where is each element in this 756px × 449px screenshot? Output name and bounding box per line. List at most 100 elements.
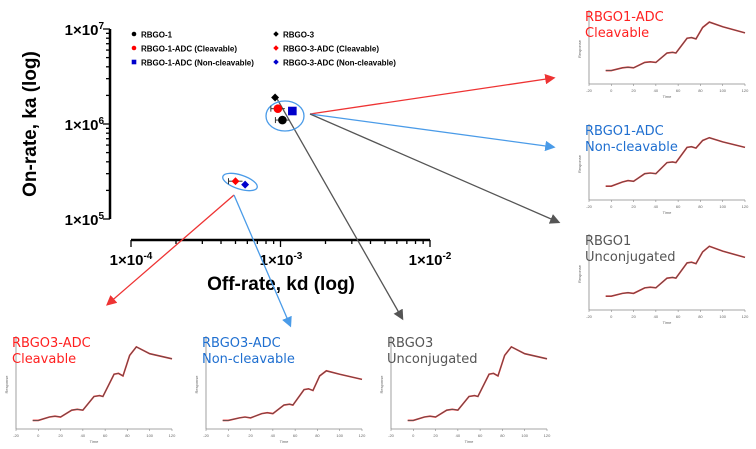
inset-x-tick-label: 120 [742, 204, 749, 209]
sensorgram-panel: -20 0 20 40 60 80 100 120 Time Response RBGO1-ADC … [575, 118, 753, 216]
legend: RBGO-1 RBGO-1-ADC (Cleavable) RBGO-1-ADC (… [131, 31, 396, 68]
inset-x-tick-label: -20 [13, 433, 20, 438]
legend-marker [131, 45, 137, 51]
cluster-highlight-rbgo1 [265, 100, 305, 132]
inset-title: RBGO1 Unconjugated [585, 234, 676, 265]
inset-x-tick-label: 0 [610, 204, 613, 209]
inset-x-tick-label: 60 [676, 314, 681, 319]
legend-label: RBGO-3 [283, 31, 315, 40]
inset-x-tick-label: 60 [676, 88, 681, 93]
y-tick-label: 1×106 [65, 116, 105, 134]
inset-x-tick-label: -20 [203, 433, 210, 438]
inset-x-tick-label: 100 [719, 314, 726, 319]
connector-arrows [106, 73, 561, 328]
inset-x-tick-label: -20 [586, 314, 593, 319]
data-point [288, 106, 297, 116]
inset-x-tick-label: 120 [742, 314, 749, 319]
arrow-to-rbgo1-adc-noncleavable [309, 113, 556, 152]
sensorgram-curve [605, 245, 746, 297]
inset-x-tick-label: 120 [544, 433, 551, 438]
y-tick-label: 1×107 [65, 21, 105, 39]
inset-x-tick-label: 40 [654, 204, 659, 209]
inset-x-tick-label: 120 [169, 433, 176, 438]
x-axis-label: Off-rate, kd (log) [207, 274, 355, 295]
data-points [227, 93, 297, 189]
inset-x-label: Time [280, 439, 290, 444]
legend-item: RBGO-3-ADC (Non-cleavable) [273, 59, 396, 68]
inset-x-tick-label: 80 [125, 433, 130, 438]
point-marker [271, 93, 280, 102]
y-tick-label: 1×105 [65, 211, 105, 229]
inset-y-label: Response [577, 39, 582, 58]
sensorgram-panel: -20 0 20 40 60 80 100 120 Time Response RBGO1-ADC … [575, 4, 753, 100]
x-tick-label: 1×10-2 [409, 251, 452, 269]
inset-x-label: Time [465, 439, 475, 444]
legend-marker [131, 31, 137, 37]
data-point [271, 93, 280, 102]
sensorgram-curve [605, 137, 746, 187]
inset-x-tick-label: 20 [58, 433, 63, 438]
inset-x-label: Time [663, 210, 673, 215]
sensorgram-curve [605, 21, 746, 71]
inset-x-tick-label: 20 [631, 88, 636, 93]
inset-x-tick-label: 80 [698, 88, 703, 93]
legend-label: RBGO-1-ADC (Non-cleavable) [141, 59, 254, 68]
inset-title: RBGO3-ADC Non-cleavable [202, 336, 295, 367]
inset-x-tick-label: 40 [654, 88, 659, 93]
inset-x-tick-label: -20 [388, 433, 395, 438]
inset-x-label: Time [90, 439, 100, 444]
sensorgram-curve [407, 346, 548, 421]
inset-x-label: Time [663, 320, 673, 325]
inset-x-tick-label: 20 [248, 433, 253, 438]
inset-x-tick-label: 120 [742, 88, 749, 93]
legend-marker [131, 59, 137, 65]
inset-title: RBGO1-ADC Cleavable [585, 10, 664, 41]
legend-item: RBGO-1-ADC (Cleavable) [131, 45, 237, 54]
inset-x-tick-label: 120 [359, 433, 366, 438]
data-point [274, 115, 290, 125]
sensorgram-curve [32, 346, 173, 421]
sensorgram-curve [222, 370, 363, 421]
inset-title: RBGO3-ADC Cleavable [12, 336, 91, 367]
arrow-to-rbgo1-unconjugated [309, 113, 561, 224]
inset-x-tick-label: 40 [456, 433, 461, 438]
legend-item: RBGO-1 [131, 31, 173, 40]
x-tick-label: 1×10-4 [110, 251, 153, 269]
inset-x-tick-label: 0 [227, 433, 230, 438]
cluster-highlight-rbgo3 [222, 172, 258, 192]
inset-x-tick-label: 100 [521, 433, 528, 438]
inset-x-tick-label: 100 [719, 88, 726, 93]
point-marker [241, 180, 250, 189]
minor-ticks [103, 28, 431, 247]
x-tick-label: 1×10-3 [260, 251, 303, 269]
point-marker [273, 104, 283, 113]
legend-label: RBGO-1-ADC (Cleavable) [141, 45, 237, 54]
inset-x-tick-label: 100 [336, 433, 343, 438]
inset-x-tick-label: 40 [271, 433, 276, 438]
inset-x-tick-label: 40 [81, 433, 86, 438]
inset-x-tick-label: 0 [610, 314, 613, 319]
legend-item: RBGO-3-ADC (Cleavable) [273, 45, 379, 54]
legend-item: RBGO-3 [273, 31, 315, 40]
legend-item: RBGO-1-ADC (Non-cleavable) [131, 59, 254, 68]
sensorgram-panel: -20 0 20 40 60 80 100 120 Time Response RBGO3-ADC … [192, 330, 370, 445]
point-marker [278, 115, 287, 125]
inset-x-tick-label: 40 [654, 314, 659, 319]
inset-x-tick-label: 0 [37, 433, 40, 438]
inset-y-label: Response [194, 375, 199, 394]
legend-label: RBGO-1 [141, 31, 173, 40]
arrow-to-rbgo3-unconjugated [275, 96, 404, 321]
inset-y-label: Response [577, 264, 582, 283]
sensorgram-panel: -20 0 20 40 60 80 100 120 Time Response RBGO3 Unco… [377, 330, 555, 445]
inset-x-tick-label: 80 [500, 433, 505, 438]
legend-marker [273, 45, 279, 51]
axes: 1×107 1×106 1×105 1×10-4 1×10-3 1×10-2 O… [20, 21, 452, 295]
inset-x-tick-label: 100 [146, 433, 153, 438]
inset-x-tick-label: 60 [676, 204, 681, 209]
inset-x-tick-label: 100 [719, 204, 726, 209]
data-point [227, 177, 243, 186]
inset-x-tick-label: 0 [610, 88, 613, 93]
point-marker [231, 177, 240, 186]
inset-x-label: Time [663, 94, 673, 99]
